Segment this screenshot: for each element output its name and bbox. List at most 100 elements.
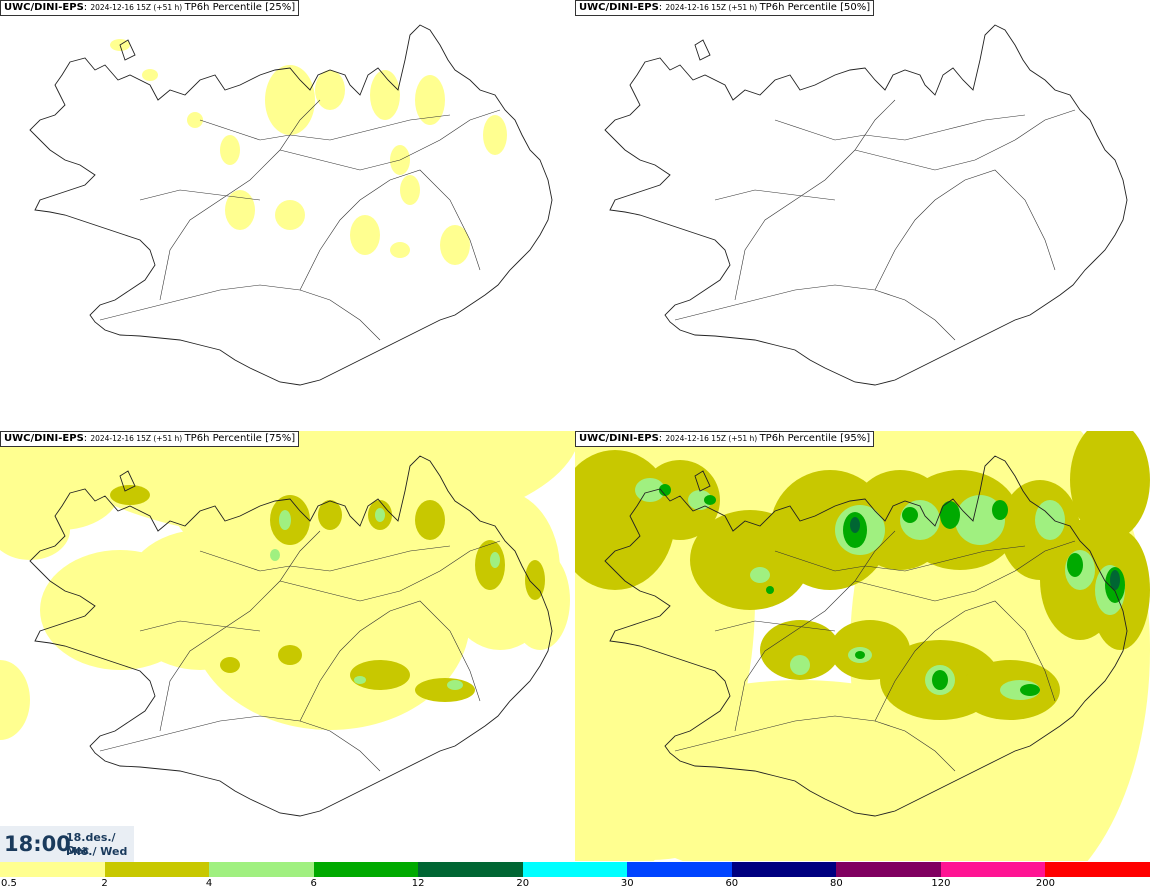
precip-area-light <box>415 75 445 125</box>
legend-swatch <box>522 862 629 877</box>
precip-area-light <box>265 65 315 135</box>
precip-area-vhigh <box>855 651 865 659</box>
legend-tick-label: 0.5 <box>1 878 17 889</box>
precip-area-mid <box>1070 431 1150 540</box>
field-name: TP6h Percentile [50%] <box>759 2 871 13</box>
model-name: UWC/DINI-EPS <box>4 433 84 444</box>
precip-area-high <box>688 490 712 510</box>
model-name: UWC/DINI-EPS <box>4 2 84 13</box>
precip-area-high <box>375 508 385 522</box>
precip-area-mid <box>415 678 475 702</box>
map-panel-75: UWC/DINI-EPS: 2024-12-16 15Z (+51 h) TP6… <box>0 431 575 861</box>
precip-area-vhigh <box>766 586 774 594</box>
precip-area-light <box>390 242 410 258</box>
panel-title: UWC/DINI-EPS: 2024-12-16 15Z (+51 h) TP6… <box>575 431 875 447</box>
precip-area-mid <box>525 560 545 600</box>
field-name: TP6h Percentile [75%] <box>184 433 296 444</box>
precip-area-high <box>279 510 291 530</box>
road-network <box>674 530 1076 772</box>
precip-area-mid <box>760 620 840 680</box>
precip-area-light <box>400 175 420 205</box>
legend-tick-label: 4 <box>205 878 213 889</box>
precip-area-mid <box>110 485 150 505</box>
precip-area-light <box>510 550 570 650</box>
precip-map-svg <box>604 24 1128 386</box>
color-legend: 0.5 2 4 6 12 20 30 60 80 120 200 <box>0 862 1150 891</box>
legend-tick-label: 2 <box>101 878 108 889</box>
legend-swatch <box>940 862 1047 877</box>
precip-area-light <box>0 500 70 560</box>
precip-area-light <box>225 190 255 230</box>
coastline <box>29 24 553 386</box>
precip-area-mid <box>220 657 240 673</box>
map-panel-25: UWC/DINI-EPS: 2024-12-16 15Z (+51 h) TP6… <box>0 0 575 430</box>
model-name: UWC/DINI-EPS <box>579 433 659 444</box>
precip-area-mid <box>415 500 445 540</box>
precip-area-high <box>790 655 810 675</box>
precip-area-high <box>1035 500 1065 540</box>
legend-tick-label: 30 <box>620 878 634 889</box>
coastline <box>604 24 1128 386</box>
precip-area-mid <box>350 660 410 690</box>
legend-swatch <box>627 862 733 877</box>
legend-tick-label: 20 <box>516 878 530 889</box>
panel-title: UWC/DINI-EPS: 2024-12-16 15Z (+51 h) TP6… <box>0 0 300 16</box>
precip-area-mid <box>318 500 342 530</box>
coastline <box>604 455 1128 817</box>
precip-area-light <box>575 740 750 860</box>
precip-area-high <box>447 680 463 690</box>
road-network <box>99 530 501 772</box>
precip-area-light <box>275 200 305 230</box>
precip-area-vhigh <box>992 500 1008 520</box>
precip-area-light <box>142 69 158 81</box>
precip-area-mid <box>640 460 720 540</box>
precip-area-mid <box>278 645 302 665</box>
valid-time-box: 18:00 18.des./ Dec Mið./ Wed <box>0 826 134 862</box>
legend-swatch <box>104 862 211 877</box>
road-network <box>99 99 501 341</box>
map-panel-95: UWC/DINI-EPS: 2024-12-16 15Z (+51 h) TP6… <box>575 431 1150 861</box>
precip-area-high <box>490 552 500 568</box>
legend-swatch <box>0 862 106 877</box>
precip-map-svg <box>29 24 553 386</box>
precip-area-high <box>750 567 770 583</box>
precip-area-light <box>350 215 380 255</box>
precip-area-light <box>370 70 400 120</box>
valid-date-line2: Mið./ Wed <box>66 845 128 858</box>
valid-time: 18:00 <box>4 832 71 856</box>
precip-area-light <box>187 112 203 128</box>
precip-area-high <box>354 676 366 684</box>
legend-swatch <box>313 862 420 877</box>
precip-area-vhigh <box>940 501 960 529</box>
run-time: 2024-12-16 15Z (+51 h) <box>90 434 185 443</box>
precip-area-vhigh <box>932 670 948 690</box>
legend-swatch <box>209 862 315 877</box>
legend-swatch <box>418 862 524 877</box>
field-name: TP6h Percentile [25%] <box>184 2 296 13</box>
precip-area-max <box>1110 570 1120 590</box>
legend-tick-label: 200 <box>1035 878 1055 889</box>
precip-area-mid <box>475 540 505 590</box>
precip-area-vhigh <box>902 507 918 523</box>
precip-map-svg <box>0 431 575 817</box>
model-name: UWC/DINI-EPS <box>579 2 659 13</box>
precip-area-light <box>440 225 470 265</box>
field-name: TP6h Percentile [95%] <box>759 433 871 444</box>
legend-tick-label: 6 <box>310 878 317 889</box>
precip-area-high <box>635 478 665 502</box>
precip-area-vhigh <box>704 495 716 505</box>
road-network <box>674 99 1076 341</box>
precip-area-light <box>40 550 200 670</box>
run-time: 2024-12-16 15Z (+51 h) <box>665 434 760 443</box>
valid-date-line1: 18.des./ Dec <box>66 831 116 857</box>
precip-area-vhigh <box>659 484 671 496</box>
legend-swatch <box>731 862 838 877</box>
precip-area-light <box>0 660 30 740</box>
legend-tick-label: 12 <box>411 878 425 889</box>
coastline <box>29 455 553 817</box>
precip-map-svg <box>575 431 1150 861</box>
legend-tick-label: 60 <box>725 878 739 889</box>
precip-area-max <box>850 517 860 533</box>
legend-tick-label: 80 <box>829 878 843 889</box>
legend-tick-label: 120 <box>931 878 951 889</box>
